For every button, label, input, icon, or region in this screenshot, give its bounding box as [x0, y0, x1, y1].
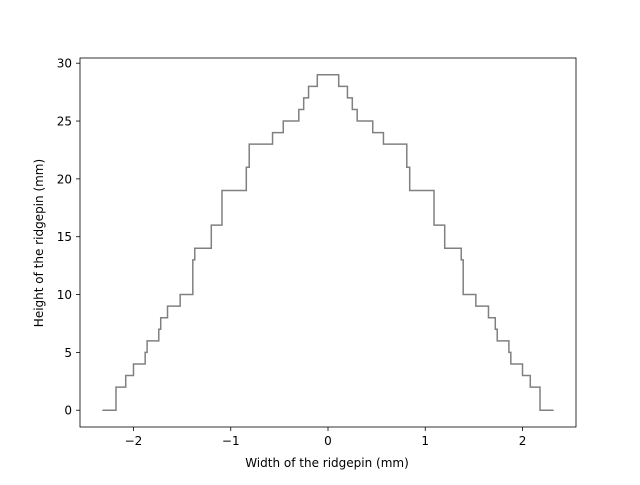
y-axis-label: Height of the ridgepin (mm): [32, 159, 46, 327]
y-tick-label: 20: [57, 172, 72, 186]
axes-frame: [79, 57, 577, 428]
x-tick-label: 0: [324, 434, 332, 448]
y-axis-ticks: 0 5 10 15 20 25 30: [57, 57, 80, 418]
y-tick-label: 15: [57, 230, 72, 244]
y-tick-label: 0: [64, 404, 72, 418]
y-tick-label: 30: [57, 57, 72, 71]
series-layer: [102, 74, 554, 411]
x-tick-label: 1: [421, 434, 429, 448]
x-tick-label: −1: [222, 434, 240, 448]
plot-area: [79, 57, 577, 428]
x-axis-label: Width of the ridgepin (mm): [245, 456, 409, 470]
y-tick-label: 10: [57, 288, 72, 302]
x-axis-ticks: −2 −1 0 1 2: [125, 427, 527, 448]
x-tick-label: 2: [519, 434, 527, 448]
x-tick-label: −2: [125, 434, 143, 448]
series-line-0: [102, 74, 554, 411]
y-tick-label: 5: [64, 346, 72, 360]
y-tick-label: 25: [57, 115, 72, 129]
